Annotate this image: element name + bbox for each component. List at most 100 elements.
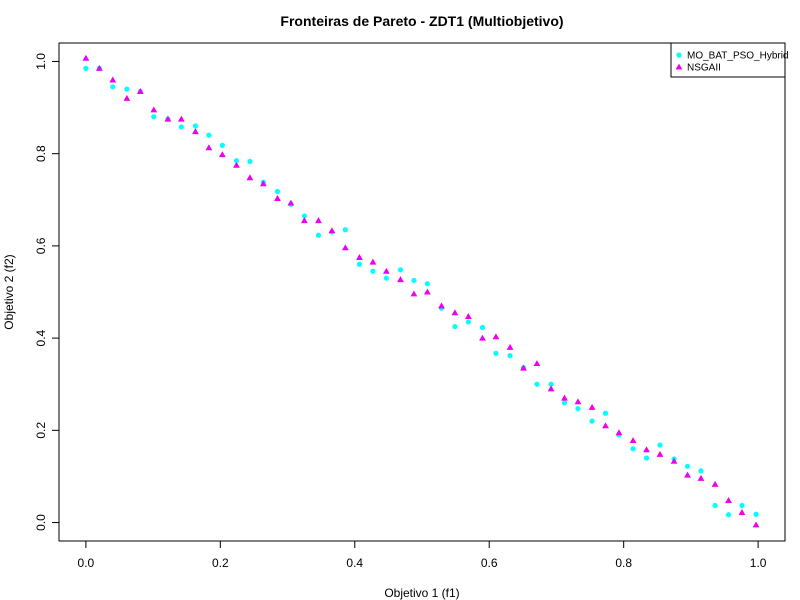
data-points	[82, 54, 760, 528]
x-tick-label: 0.2	[212, 556, 229, 570]
data-point-triangle	[711, 480, 719, 487]
data-point-triangle	[136, 88, 144, 94]
data-point-triangle	[492, 333, 500, 340]
y-axis: 0.0 0.2 0.4 0.6 0.8 1.0	[34, 53, 60, 531]
data-point-triangle	[615, 429, 623, 436]
data-point-triangle	[423, 288, 431, 295]
data-point-triangle	[684, 471, 691, 478]
data-point-circle	[630, 446, 636, 452]
data-point-circle	[397, 267, 404, 273]
chart-title: Fronteiras de Pareto - ZDT1 (Multiobjeti…	[280, 13, 563, 29]
data-point-triangle	[574, 398, 582, 405]
x-tick-label: 0.6	[481, 556, 498, 570]
legend-label: NSGAII	[687, 63, 721, 74]
data-point-triangle	[752, 521, 760, 528]
data-point-circle	[643, 455, 650, 461]
data-point-circle	[684, 463, 691, 469]
data-point-circle	[548, 381, 554, 387]
data-point-triangle	[451, 309, 459, 316]
data-point-triangle	[725, 497, 732, 503]
y-tick-label: 0.2	[34, 422, 48, 439]
data-point-triangle	[629, 437, 637, 444]
data-point-triangle	[438, 302, 445, 309]
data-point-triangle	[697, 474, 705, 481]
data-point-circle	[151, 114, 157, 120]
x-tick-label: 0.8	[615, 556, 632, 570]
data-point-circle	[534, 381, 540, 387]
data-point-triangle	[274, 194, 281, 201]
data-point-triangle	[410, 290, 418, 297]
data-point-circle	[753, 511, 759, 517]
data-point-circle	[274, 188, 281, 195]
data-point-triangle	[164, 115, 172, 122]
data-point-circle	[589, 418, 595, 424]
series-nsgaii	[82, 54, 760, 528]
data-point-circle	[219, 142, 225, 148]
y-tick-label: 1.0	[34, 53, 48, 70]
data-point-triangle	[561, 394, 568, 401]
data-point-triangle	[150, 106, 158, 113]
data-point-circle	[575, 406, 581, 412]
data-point-triangle	[397, 276, 404, 283]
y-tick-label: 0.8	[34, 145, 48, 162]
y-axis-title: Objetivo 2 (f2)	[2, 254, 16, 329]
data-point-triangle	[656, 450, 664, 457]
data-point-triangle	[328, 227, 336, 234]
data-point-circle	[424, 281, 430, 287]
data-point-triangle	[382, 267, 390, 274]
data-point-circle	[739, 502, 745, 509]
data-point-triangle	[738, 509, 746, 515]
y-tick-label: 0.4	[34, 329, 48, 346]
series-mo-bat-pso-hybrid	[83, 65, 759, 518]
data-point-circle	[315, 232, 322, 238]
data-point-triangle	[95, 64, 103, 71]
legend-label: MO_BAT_PSO_Hybrid	[687, 51, 789, 62]
data-point-circle	[712, 502, 718, 509]
data-point-circle	[493, 350, 499, 356]
data-point-circle	[657, 442, 663, 448]
data-point-triangle	[356, 254, 363, 260]
x-axis-title: Objetivo 1 (f1)	[384, 586, 459, 600]
data-point-circle	[725, 512, 732, 518]
data-point-triangle	[233, 161, 240, 168]
data-point-circle	[465, 319, 471, 325]
data-point-triangle	[506, 343, 514, 350]
data-point-triangle	[670, 457, 678, 464]
data-point-triangle	[82, 54, 90, 61]
data-point-circle	[507, 353, 513, 359]
data-point-triangle	[643, 446, 650, 453]
data-point-circle	[247, 158, 253, 165]
y-tick-label: 0.0	[34, 514, 48, 531]
data-point-circle	[698, 468, 704, 474]
data-point-circle	[192, 123, 199, 129]
x-tick-label: 0.4	[346, 556, 363, 570]
x-axis: 0.0 0.2 0.4 0.6 0.8 1.0	[78, 540, 767, 570]
data-point-triangle	[602, 422, 609, 429]
data-point-triangle	[192, 128, 199, 135]
data-point-triangle	[259, 180, 267, 187]
data-point-triangle	[177, 115, 185, 122]
data-point-circle	[124, 86, 130, 92]
data-point-triangle	[533, 360, 541, 367]
data-point-triangle	[588, 403, 596, 410]
data-point-triangle	[369, 258, 377, 265]
data-point-circle	[452, 323, 458, 330]
data-point-triangle	[464, 313, 472, 319]
data-point-triangle	[109, 76, 117, 83]
data-point-triangle	[315, 217, 322, 224]
data-point-triangle	[520, 364, 527, 371]
data-point-circle	[342, 227, 348, 233]
data-point-triangle	[205, 144, 213, 151]
y-tick-label: 0.6	[34, 237, 48, 254]
data-point-triangle	[246, 174, 254, 181]
data-point-circle	[178, 124, 184, 130]
data-point-triangle	[300, 217, 308, 224]
data-point-circle	[479, 324, 486, 331]
data-point-circle	[561, 400, 568, 406]
data-point-triangle	[547, 385, 555, 392]
data-point-circle	[110, 84, 116, 90]
data-point-circle	[602, 410, 609, 416]
